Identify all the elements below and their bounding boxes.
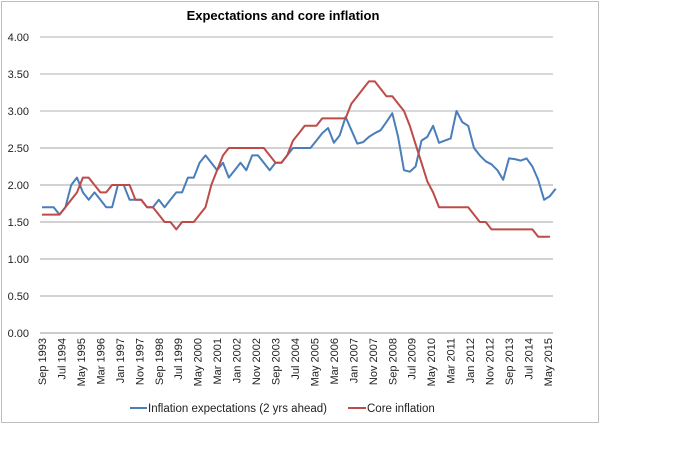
y-tick-label: 1.50 bbox=[8, 217, 29, 229]
y-tick-label: 3.00 bbox=[8, 106, 29, 118]
x-axis-ticks: Sep 1993 Jul 1994 May 1995 Mar 1996 Jan 1997… bbox=[37, 338, 555, 386]
y-tick-label: 4.00 bbox=[8, 32, 29, 44]
x-tick-label: May 2005 bbox=[309, 338, 321, 386]
x-tick-label: Nov 2002 bbox=[251, 338, 263, 385]
chart-title: Expectations and core inflation bbox=[187, 8, 380, 23]
x-tick-label: Jan 2002 bbox=[232, 338, 244, 383]
y-tick-label: 0.50 bbox=[8, 291, 29, 303]
x-tick-label: May 1995 bbox=[76, 338, 88, 386]
x-tick-label: Sep 2003 bbox=[271, 338, 283, 385]
x-tick-label: Sep 2013 bbox=[504, 338, 516, 385]
x-tick-label: May 2010 bbox=[426, 338, 438, 386]
x-tick-label: Mar 2006 bbox=[329, 338, 341, 384]
y-tick-label: 2.50 bbox=[8, 143, 29, 155]
series-lines bbox=[41, 80, 557, 238]
legend: Inflation expectations (2 yrs ahead) Cor… bbox=[130, 403, 435, 415]
chart-frame bbox=[1, 1, 599, 423]
legend-label-expectations: Inflation expectations (2 yrs ahead) bbox=[148, 403, 327, 415]
x-tick-label: May 2000 bbox=[193, 338, 205, 386]
x-tick-label: Nov 1997 bbox=[134, 338, 146, 385]
x-tick-label: Jul 1994 bbox=[56, 338, 68, 380]
y-tick-label: 3.50 bbox=[8, 69, 29, 81]
x-tick-label: Nov 2012 bbox=[485, 338, 497, 385]
series-line-core-inflation bbox=[42, 80, 550, 238]
x-tick-label: Jan 2007 bbox=[348, 338, 360, 383]
x-tick-label: Jan 2012 bbox=[465, 338, 477, 383]
x-tick-label: Jul 2004 bbox=[290, 338, 302, 380]
x-tick-label: Mar 2011 bbox=[446, 338, 458, 384]
x-tick-label: Jul 2009 bbox=[407, 338, 419, 380]
x-tick-label: Jul 2014 bbox=[524, 338, 536, 380]
x-tick-label: Nov 2007 bbox=[368, 338, 380, 385]
x-tick-label: Jan 1997 bbox=[115, 338, 127, 383]
x-tick-label: May 2015 bbox=[543, 338, 555, 386]
x-tick-label: Mar 1996 bbox=[95, 338, 107, 384]
x-tick-label: Jul 1999 bbox=[173, 338, 185, 380]
y-tick-label: 2.00 bbox=[8, 180, 29, 192]
y-tick-label: 1.00 bbox=[8, 254, 29, 266]
x-tick-label: Sep 1993 bbox=[37, 338, 49, 385]
legend-label-core: Core inflation bbox=[367, 403, 435, 415]
series-line-inflation-expectations bbox=[42, 110, 557, 216]
y-axis-ticks: 0.00 0.50 1.00 1.50 2.00 2.50 3.00 3.50 4.00 bbox=[8, 32, 29, 340]
x-tick-label: Sep 2008 bbox=[387, 338, 399, 385]
x-tick-label: Sep 1998 bbox=[154, 338, 166, 385]
y-tick-label: 0.00 bbox=[8, 328, 29, 340]
x-tick-label: Mar 2001 bbox=[212, 338, 224, 384]
